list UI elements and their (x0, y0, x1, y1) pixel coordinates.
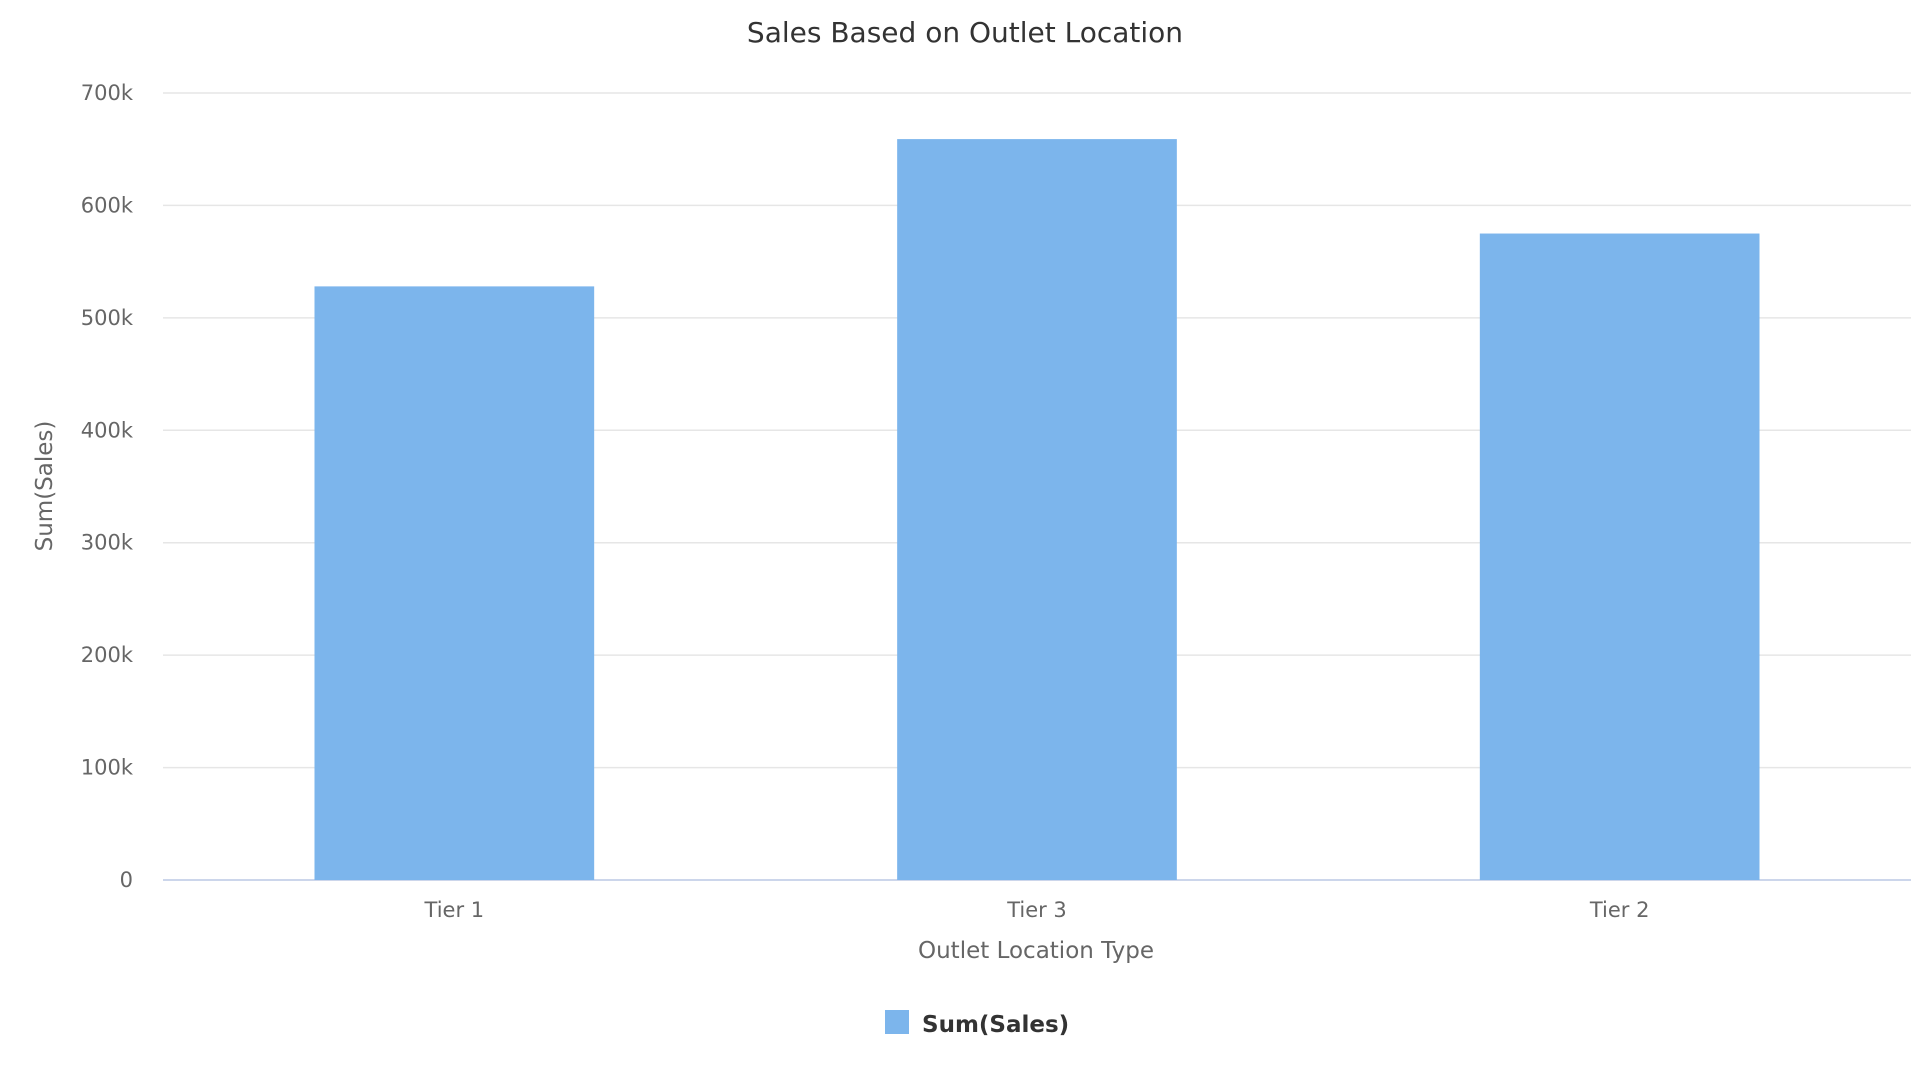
x-tick-labels: Tier 1 Tier 3 Tier 2 (424, 898, 1650, 922)
x-tick-label: Tier 3 (1006, 898, 1067, 922)
bars (314, 139, 1760, 881)
legend[interactable]: Sum(Sales) (885, 1010, 1069, 1038)
x-tick-label: Tier 1 (424, 898, 485, 922)
y-tick-label: 200k (81, 643, 134, 667)
y-axis-title: Sum(Sales) (32, 421, 58, 552)
y-tick-labels: 0 100k 200k 300k 400k 500k 600k 700k (81, 81, 134, 892)
x-tick-label: Tier 2 (1589, 898, 1650, 922)
legend-label[interactable]: Sum(Sales) (922, 1012, 1069, 1038)
y-tick-label: 500k (81, 306, 134, 330)
bar-tier-2[interactable] (1479, 233, 1760, 881)
bar-tier-3[interactable] (897, 139, 1177, 881)
y-tick-label: 0 (120, 868, 133, 892)
y-tick-label: 300k (81, 531, 134, 555)
y-tick-label: 700k (81, 81, 134, 105)
chart-title: Sales Based on Outlet Location (747, 16, 1183, 49)
bar-tier-1[interactable] (314, 286, 595, 880)
legend-swatch[interactable] (885, 1010, 909, 1034)
y-tick-label: 400k (81, 418, 134, 442)
x-axis-title: Outlet Location Type (918, 938, 1154, 964)
y-tick-label: 100k (81, 756, 134, 780)
y-tick-label: 600k (81, 193, 134, 217)
